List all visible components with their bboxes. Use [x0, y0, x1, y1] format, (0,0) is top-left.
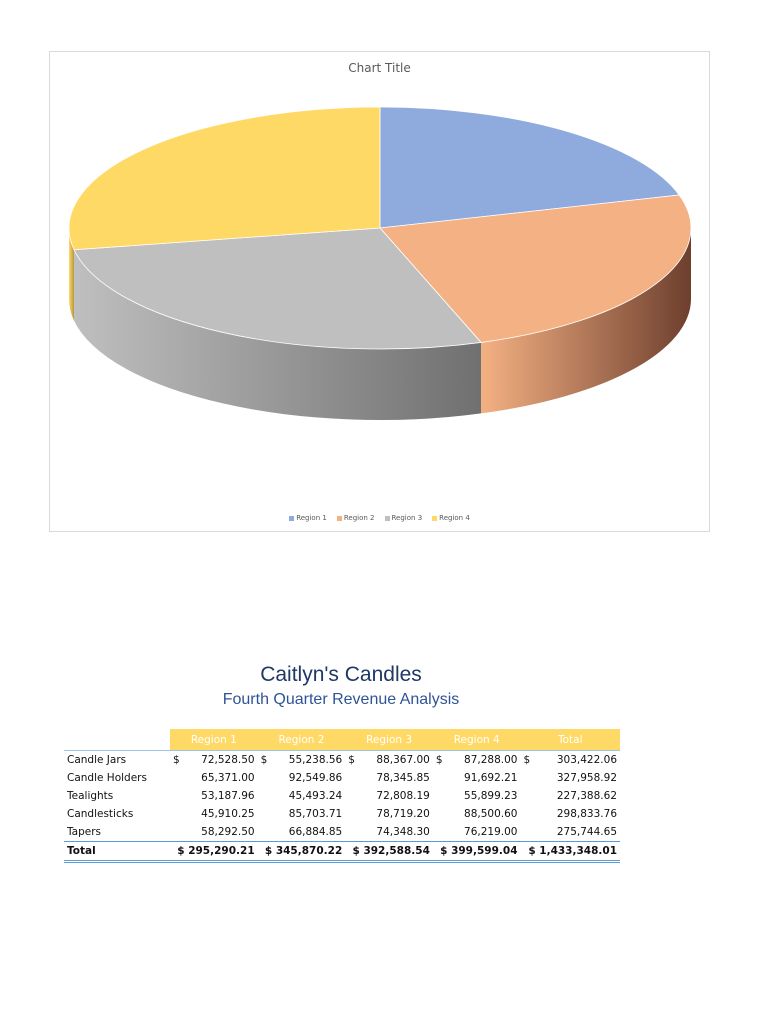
- currency-symbol: $: [435, 754, 443, 766]
- table-cell: 91,692.21: [464, 772, 518, 784]
- table-row: Candlesticks 45,910.25 85,703.71 78,719.20 8…: [64, 805, 620, 823]
- row-label: Candlesticks: [67, 808, 134, 820]
- currency-cell: $88,367.00: [348, 754, 430, 766]
- currency-cell: $303,422.06: [524, 754, 618, 766]
- legend-item-region-2: Region 2: [336, 514, 375, 522]
- cell-value: 55,238.56: [288, 754, 343, 766]
- currency-symbol: $: [523, 754, 531, 766]
- table-cell: 85,703.71: [288, 808, 343, 820]
- column-header: Region 3: [345, 729, 433, 751]
- cell-value: 88,367.00: [376, 754, 430, 766]
- currency-symbol: $: [348, 754, 355, 766]
- table-cell: 92,549.86: [288, 772, 343, 784]
- legend-swatch: [384, 515, 390, 521]
- table-row: Candle Holders 65,371.00 92,549.86 78,345.8…: [64, 769, 620, 787]
- row-label: Tapers: [67, 826, 102, 838]
- table-row: Tealights 53,187.96 45,493.24 72,808.19 55,8…: [64, 787, 620, 805]
- pie-slice-region-1: [379, 106, 680, 229]
- column-header: Total: [520, 729, 620, 751]
- table-cell: $303,422.06: [520, 750, 620, 769]
- row-label: Candle Holders: [67, 772, 147, 784]
- currency-cell: $55,238.56: [261, 754, 343, 766]
- legend-label: Region 4: [439, 514, 470, 522]
- table-cell: 45,910.25: [201, 808, 255, 820]
- total-cell: $ 1,433,348.01: [520, 841, 620, 863]
- cell-value: 87,288.00: [464, 754, 518, 766]
- table-cell: 78,345.85: [376, 772, 430, 784]
- chart-legend: Region 1 Region 2 Region 3 Region 4: [50, 514, 709, 522]
- table-cell: 327,958.92: [556, 772, 617, 784]
- total-row: Total $ 295,290.21 $ 345,870.22 $ 392,588.5…: [64, 841, 620, 863]
- table-row: Tapers 58,292.50 66,884.85 74,348.30 76,219.…: [64, 823, 620, 842]
- total-cell: $ 345,870.22: [257, 841, 346, 863]
- cell-value: 303,422.06: [556, 754, 617, 766]
- currency-cell: $72,528.50: [173, 754, 255, 766]
- legend-label: Region 3: [391, 514, 423, 522]
- table-cell: 72,808.19: [376, 790, 430, 802]
- pie-side-region-2: [481, 228, 691, 414]
- table-cell: 55,899.23: [464, 790, 518, 802]
- table-row: Candle Jars $72,528.50 $55,238.56 $88,367.0…: [64, 750, 620, 769]
- table-cell: 66,884.85: [288, 826, 343, 838]
- total-cell: $ 399,599.04: [432, 841, 521, 863]
- currency-symbol: $: [260, 754, 268, 766]
- cell-value: 72,528.50: [201, 754, 255, 766]
- column-header: Region 2: [257, 729, 346, 751]
- pie-slice-region-4: [68, 106, 381, 251]
- header-blank-cell: [64, 729, 170, 751]
- table-cell: $55,238.56: [257, 750, 346, 769]
- table-cell: 78,719.20: [376, 808, 430, 820]
- table-cell: 53,187.96: [201, 790, 255, 802]
- table-cell: 227,388.62: [556, 790, 617, 802]
- legend-swatch: [432, 515, 438, 521]
- chart-title: Chart Title: [348, 61, 411, 75]
- pie-chart-canvas: [68, 106, 692, 420]
- table-cell: 275,744.65: [556, 826, 617, 838]
- table-header-row: Region 1 Region 2 Region 3 Region 4 Tota…: [64, 729, 620, 751]
- total-label: Total: [64, 841, 170, 863]
- pie-slice-region-3: [73, 227, 482, 350]
- legend-item-region-4: Region 4: [432, 514, 470, 522]
- table-cell: 65,371.00: [201, 772, 255, 784]
- document-subtitle: Fourth Quarter Revenue Analysis: [222, 691, 460, 708]
- currency-symbol: $: [173, 754, 180, 766]
- table-cell: 76,219.00: [464, 826, 518, 838]
- table-cell: $88,367.00: [345, 750, 433, 769]
- table-cell: 45,493.24: [288, 790, 343, 802]
- revenue-table: Region 1 Region 2 Region 3 Region 4 Tota…: [64, 729, 620, 863]
- table-cell: 88,500.60: [464, 808, 518, 820]
- column-header: Region 4: [432, 729, 521, 751]
- table-cell: $87,288.00: [432, 750, 521, 769]
- legend-label: Region 2: [343, 514, 375, 522]
- table-cell: 58,292.50: [201, 826, 255, 838]
- legend-item-region-3: Region 3: [384, 514, 423, 522]
- legend-item-region-1: Region 1: [289, 514, 327, 522]
- table-cell: $72,528.50: [170, 750, 258, 769]
- total-cell: $ 392,588.54: [345, 841, 433, 863]
- row-label: Candle Jars: [64, 750, 170, 769]
- table-cell: 74,348.30: [376, 826, 430, 838]
- legend-swatch: [336, 515, 342, 521]
- pie-side-region-4: [69, 228, 75, 321]
- document-title: Caitlyn's Candles: [260, 663, 422, 686]
- currency-cell: $87,288.00: [436, 754, 518, 766]
- pie-slice-region-2: [379, 194, 692, 343]
- legend-label: Region 1: [296, 514, 327, 522]
- pie-chart: Chart Title Region 1 Region 2 Region 3 R…: [49, 51, 710, 532]
- total-cell: $ 295,290.21: [170, 841, 258, 863]
- table-cell: 298,833.76: [556, 808, 617, 820]
- pie-side-region-3: [74, 249, 482, 420]
- column-header: Region 1: [170, 729, 258, 751]
- legend-swatch: [289, 515, 295, 521]
- row-label: Tealights: [67, 790, 114, 802]
